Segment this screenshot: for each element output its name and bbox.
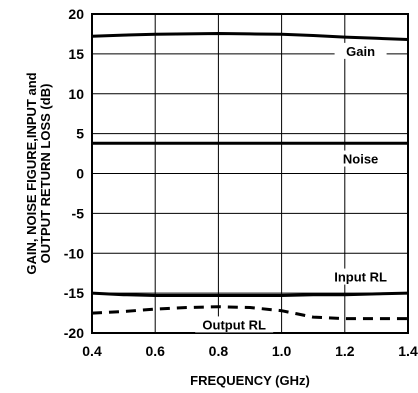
y-tick-label: 15 xyxy=(68,46,84,62)
series-label-background xyxy=(334,42,387,59)
series-line-output-rl xyxy=(91,305,408,321)
y-axis-title-line: GAIN, NOISE FIGURE,INPUT and xyxy=(24,72,39,274)
y-tick-label: 20 xyxy=(68,6,84,22)
y-axis-title-line: OUTPUT RETURN LOSS (dB) xyxy=(38,84,53,264)
series-label-background xyxy=(333,150,388,167)
series-line-gain xyxy=(91,32,409,41)
x-tick-label: 0.4 xyxy=(82,343,102,359)
series-label: Input RL xyxy=(334,270,387,285)
series-label: Noise xyxy=(343,152,378,167)
series-line-input-rl xyxy=(91,291,409,297)
series-label: Output RL xyxy=(202,317,266,332)
y-tick-label: -10 xyxy=(64,245,84,261)
x-tick-label: 0.6 xyxy=(145,343,165,359)
series-label-background xyxy=(195,316,274,333)
series-label-background xyxy=(325,268,396,285)
y-tick-label: 10 xyxy=(68,86,84,102)
plot-frame xyxy=(91,13,409,334)
y-tick-label: 5 xyxy=(76,126,84,142)
x-axis-title: FREQUENCY (GHz) xyxy=(190,373,310,388)
x-tick-label: 0.8 xyxy=(209,343,229,359)
x-tick-label: 1.4 xyxy=(398,343,418,359)
x-tick-label: 1.0 xyxy=(272,343,292,359)
y-tick-label: -15 xyxy=(64,285,84,301)
x-tick-label: 1.2 xyxy=(335,343,355,359)
y-tick-label: 0 xyxy=(76,166,84,182)
series-label: Gain xyxy=(346,44,375,59)
y-tick-label: -20 xyxy=(64,325,84,341)
y-tick-label: -5 xyxy=(72,205,85,221)
